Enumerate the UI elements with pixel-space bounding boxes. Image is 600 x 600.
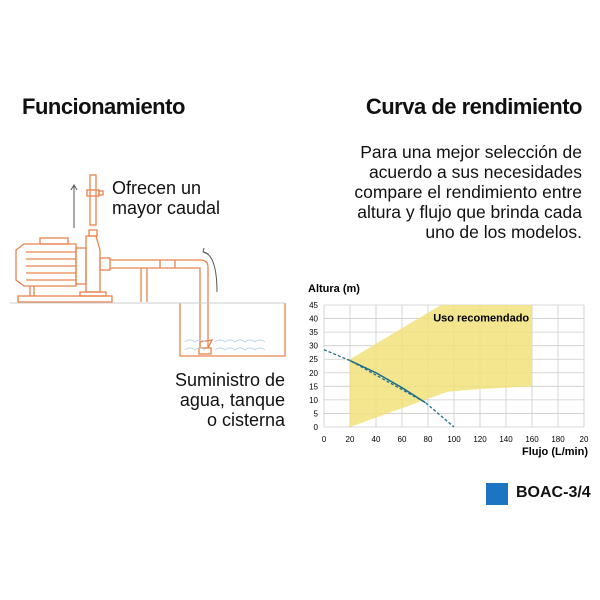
recommended-area-label: Uso recomendado	[433, 312, 529, 324]
chart-description: Para una mejor selección de acuerdo a su…	[354, 142, 582, 242]
x-tick-label: 160	[525, 435, 539, 444]
left-title: Funcionamiento	[22, 94, 185, 119]
discharge-pipe	[86, 174, 104, 237]
desc-line: compare el rendimiento entre	[354, 182, 582, 202]
label-top: Ofrecen un mayor caudal	[112, 178, 220, 218]
desc-line: acuerdo a sus necesidades	[368, 162, 582, 182]
y-tick-label: 10	[309, 396, 318, 405]
x-tick-label: 20	[346, 435, 355, 444]
label-bottom: Suministro de agua, tanque o cisterna	[150, 370, 285, 430]
y-tick-label: 35	[309, 328, 318, 337]
label-line: mayor caudal	[112, 198, 221, 218]
y-tick-label: 0	[314, 423, 319, 432]
y-tick-label: 25	[309, 355, 318, 364]
x-tick-label: 0	[322, 435, 327, 444]
recommended-area	[350, 305, 532, 427]
y-tick-label: 5	[314, 409, 319, 418]
water-waves	[184, 339, 266, 351]
label-line: o cisterna	[206, 410, 285, 430]
desc-line: altura y flujo que brinda cada	[357, 202, 582, 222]
right-title: Curva de rendimiento	[365, 94, 583, 119]
tank-icon	[179, 303, 286, 357]
y-tick-label: 15	[309, 382, 318, 391]
y-tick-label: 20	[309, 369, 318, 378]
x-axis-label: Flujo (L/min)	[522, 446, 588, 458]
label-line: Ofrecen un	[112, 178, 202, 198]
suction-pipe	[99, 257, 214, 355]
curve-solid	[349, 359, 426, 404]
y-tick-label: 40	[309, 315, 318, 324]
x-tick-label: 100	[447, 435, 461, 444]
x-tick-label: 80	[424, 435, 433, 444]
x-tick-label: 120	[473, 435, 487, 444]
motor-icon	[15, 235, 113, 303]
desc-line: Para una mejor selección de	[360, 142, 582, 162]
y-axis-label: Altura (m)	[308, 283, 360, 295]
label-line: Suministro de	[174, 370, 285, 390]
desc-line: uno de los modelos.	[425, 222, 582, 242]
x-tick-label: 40	[372, 435, 381, 444]
legend-label: BOAC-3/4	[516, 484, 591, 501]
legend-swatch	[486, 483, 508, 505]
curve-dashed	[323, 349, 455, 428]
x-tick-label: 180	[551, 435, 565, 444]
x-tick-label: 60	[398, 435, 407, 444]
y-tick-label: 30	[309, 342, 318, 351]
x-tick-label: 140	[499, 435, 513, 444]
y-tick-label: 45	[309, 301, 318, 310]
x-tick-label: 20	[580, 435, 589, 444]
label-line: agua, tanque	[179, 390, 285, 410]
pump-diagram	[10, 174, 286, 357]
